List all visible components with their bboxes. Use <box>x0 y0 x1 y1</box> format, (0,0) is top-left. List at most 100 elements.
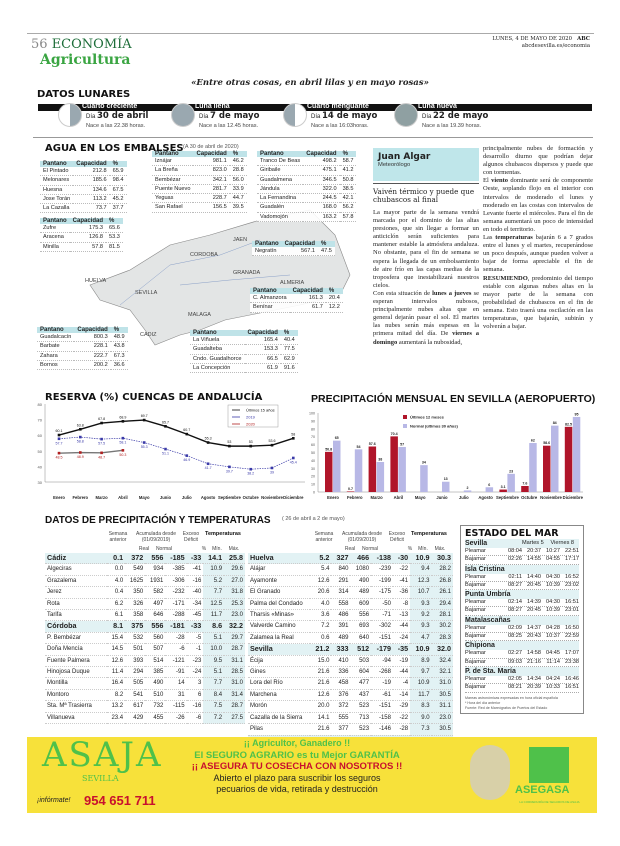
reservoir-name: Bembézar <box>152 175 194 185</box>
cell-value: 12.2 <box>325 302 343 313</box>
rise-time: Nace a las 16:03horas. <box>311 123 369 129</box>
cell-value: 61.7 <box>289 302 326 313</box>
data-label: 7.6 <box>522 481 527 485</box>
phone[interactable]: 954 651 711 <box>84 793 156 808</box>
phase-name: Cuarto creciente <box>82 103 138 110</box>
cell-value: -44 <box>392 620 411 633</box>
cell-value: 489 <box>331 632 351 645</box>
asaja-ad[interactable]: ASAJA SEVILLA ¡infórmate! 954 651 711 ¡¡… <box>27 735 597 813</box>
phase-date: Día 22 de mayo <box>422 111 488 122</box>
cell-value: 10.7 <box>410 586 432 599</box>
cell-value: 372 <box>125 553 146 565</box>
data-label: 57.7 <box>56 441 63 445</box>
city-label: MALAGA <box>188 312 211 318</box>
phase-date: Día 7 de mayo <box>199 111 259 122</box>
quote: «Entre otras cosas, en abril lilas y en … <box>191 78 429 88</box>
tide-time: 08:25 <box>508 633 522 640</box>
reservoir-name: Bornos <box>37 360 75 371</box>
cell-value: -24 <box>186 666 204 679</box>
cell-value: 549 <box>125 563 146 576</box>
cell-value: 73.7 <box>73 203 110 214</box>
column-header: Pantano <box>152 151 194 157</box>
cell-value: -22 <box>392 712 411 725</box>
data-point <box>292 456 295 460</box>
cell-value: 8.3 <box>410 700 432 713</box>
y-tick-label: 70 <box>38 418 43 423</box>
tide-time: 02:14 <box>508 599 522 606</box>
series-line <box>58 449 123 454</box>
column-header: % <box>109 161 127 167</box>
reservoir-name: Jándula <box>257 184 304 195</box>
table-row: Cndo. Guadalhorce 66.5 62.9 <box>190 354 298 364</box>
tide-time: 08:27 <box>508 581 522 588</box>
cell-value: 26.8 <box>431 575 453 588</box>
cell-value: 168.0 <box>303 202 340 213</box>
reservoir-name: Aracena <box>40 232 70 243</box>
reservoir-name: Guadalén <box>257 202 304 213</box>
bar <box>390 436 398 492</box>
cell-value: 9.7 <box>410 666 432 679</box>
data-label: 53 <box>249 440 253 444</box>
reservoir-name: Yeguas <box>152 193 194 204</box>
cell-value: 23.4 <box>107 712 126 725</box>
cell-value: 4.0 <box>107 575 126 588</box>
cell-value: 27.0 <box>224 575 245 588</box>
cell-value: 7.7 <box>203 677 225 690</box>
article-col2: principalmente nubes de formación y desa… <box>483 145 593 331</box>
data-point <box>100 437 103 441</box>
cell-value: 37.7 <box>109 203 127 214</box>
city-label: HUELVA <box>85 278 107 284</box>
tide-label: Bajamar <box>465 658 486 665</box>
port-name: Sevilla <box>465 540 488 547</box>
reservoir-table: Pantano Capacidad% Negratín 567.1 47.5 <box>252 241 335 257</box>
cell-value: 5.2 <box>310 553 332 565</box>
port-header: Isla Cristina <box>465 564 579 574</box>
cell-value: 497 <box>145 598 166 611</box>
x-tick-label: Abril <box>394 495 404 500</box>
cell-value: 56.0 <box>229 175 247 185</box>
cell-value: 12.3 <box>410 575 432 588</box>
ad-line: pecuarios de vida, retirada y destrucció… <box>216 784 378 794</box>
tide-time: 10:39 <box>546 607 560 614</box>
column-header: Pantano <box>190 330 245 336</box>
column-header: % <box>339 151 357 157</box>
bar <box>521 485 529 492</box>
data-label: 68.9 <box>119 415 126 419</box>
data-point <box>228 444 231 448</box>
cell-value: 10.9 <box>410 643 432 656</box>
data-point <box>100 451 103 455</box>
table-row: Zufre 175.3 65.6 <box>40 224 123 234</box>
data-label: 41.7 <box>205 466 212 470</box>
data-label: 39.7 <box>226 469 233 473</box>
data-label: 62 <box>531 439 535 443</box>
x-tick-label: Febrero <box>347 495 363 500</box>
para: Las <box>483 234 496 242</box>
reservoir-name: Iznájar <box>152 157 194 167</box>
tide-row: Bajamar 02:26 14:55 04:55 17:17 <box>465 556 579 565</box>
tide-time: 14:58 <box>527 650 541 657</box>
cell-value: 165.4 <box>244 336 281 346</box>
cell-value: 8.6 <box>203 620 225 633</box>
cell-value: 6.1 <box>107 609 126 622</box>
tide-row: Pleamar 02:27 14:58 04:45 17:07 <box>465 650 579 659</box>
cell-value: 490 <box>145 677 166 690</box>
tide-row: Bajamar 09:03 21:16 11:14 23:38 <box>465 659 579 667</box>
cell-value: 30.3 <box>431 553 453 565</box>
cell-value: -22 <box>392 563 411 576</box>
column-header: Capacidad <box>69 218 107 224</box>
table-row: Zalamea la Real 0.6 489 640 -151 -24 4.7 28.3 <box>248 632 453 645</box>
cell-value: -19 <box>371 677 393 690</box>
station-name: Palma del Condado <box>248 598 310 611</box>
port-name: Punta Umbría <box>465 591 511 599</box>
city-label: GRANADA <box>233 270 261 276</box>
cell-value: 556 <box>145 553 166 565</box>
cell-value: -151 <box>371 700 393 713</box>
tide-time: 16:46 <box>565 675 579 682</box>
x-tick-label: Febrero <box>73 495 89 500</box>
table-row: Lora del Río 21.6 458 477 -19 -4 10.9 31.0 <box>248 677 453 690</box>
phase-name: Luna llena <box>195 103 230 110</box>
cell-value: -268 <box>371 666 393 679</box>
series-line <box>58 419 294 447</box>
cell-value: 91.6 <box>280 363 298 374</box>
table-row: Negratín 567.1 47.5 <box>252 247 335 257</box>
